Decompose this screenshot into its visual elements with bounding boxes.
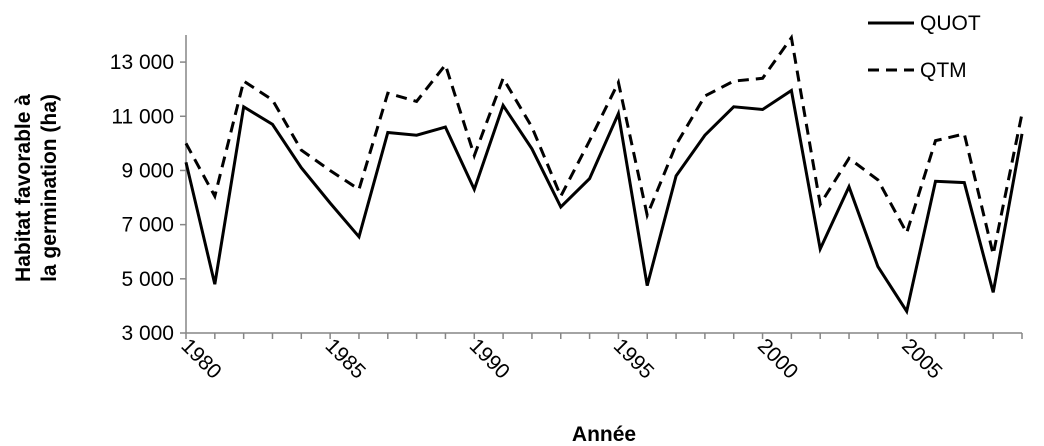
y-tick-label: 3 000	[121, 322, 174, 345]
y-axis-title-line-2: la germination (ha)	[38, 94, 61, 282]
series-line-qtm	[184, 33, 1024, 255]
legend-label-quot: QUOT	[920, 12, 981, 35]
y-axis-ticks: 3 000 5 000 7 000 9 000 11 000 13 000	[110, 51, 186, 345]
y-tick-label: 7 000	[121, 214, 174, 237]
legend-label-qtm: QTM	[920, 59, 967, 82]
series-line-quot	[184, 87, 1024, 316]
y-tick-label: 5 000	[121, 268, 174, 291]
y-tick-label: 11 000	[111, 105, 174, 128]
x-tick-label: 1980	[176, 334, 225, 383]
series-layer	[184, 33, 1024, 316]
x-axis-ticks: 1980 1985 1990 1995 2000 2005	[176, 333, 1023, 384]
x-tick-label: 1985	[321, 334, 370, 383]
x-tick-label: 2000	[753, 334, 802, 383]
x-axis-title: Année	[572, 423, 636, 446]
y-tick-label: 9 000	[121, 159, 174, 182]
y-axis-title: Habitat favorable à la germination (ha)	[12, 94, 61, 282]
x-tick-label: 1990	[465, 334, 514, 383]
y-axis-title-line-1: Habitat favorable à	[12, 94, 35, 282]
x-tick-label: 1995	[609, 334, 658, 383]
y-tick-label: 13 000	[110, 51, 174, 74]
x-tick-label: 2005	[897, 334, 946, 383]
legend: QUOT QTM	[868, 12, 981, 82]
